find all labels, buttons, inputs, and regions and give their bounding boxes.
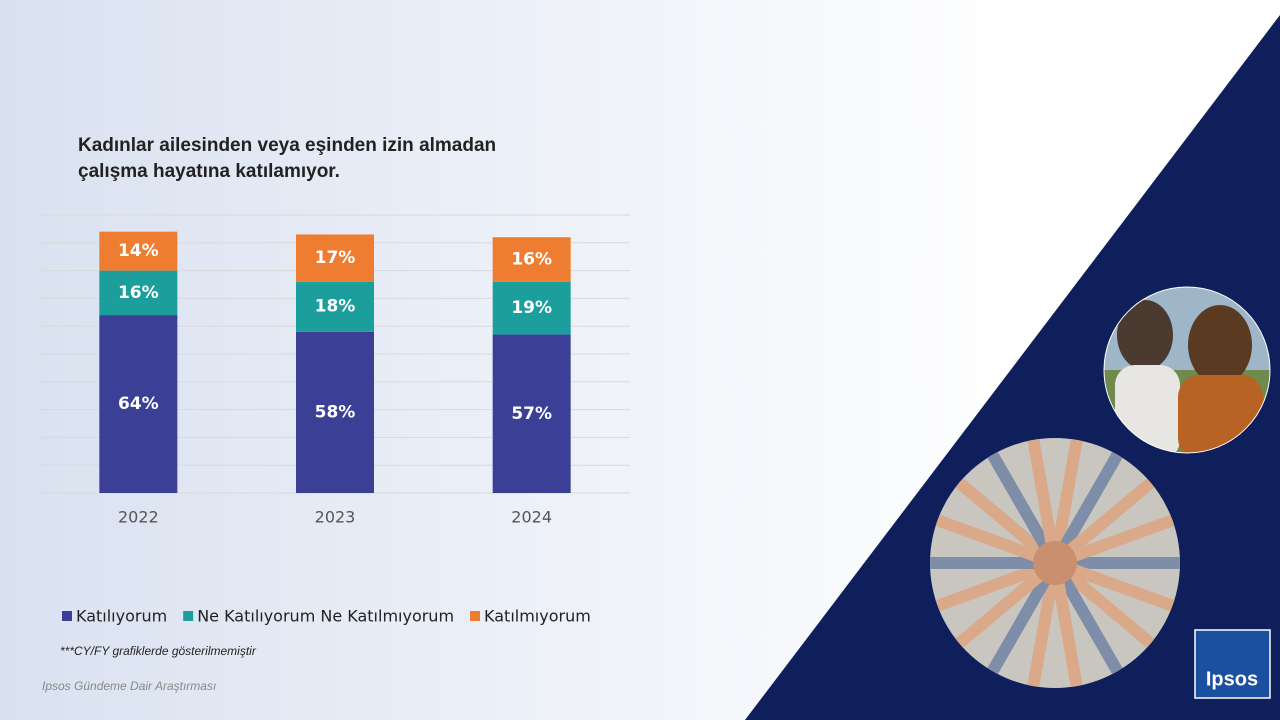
legend-label: Ne Katılıyorum Ne Katılmıyorum (197, 607, 454, 626)
bar-segment (296, 281, 374, 332)
bar-segment (99, 231, 178, 271)
legend-swatch (62, 611, 72, 621)
logo-box (1194, 629, 1271, 699)
bar-segment (492, 237, 571, 282)
x-tick-label: 2022 (118, 508, 159, 527)
value-label: 16% (118, 283, 159, 303)
value-label: 14% (118, 241, 159, 261)
value-label: 64% (118, 394, 159, 414)
value-label: 57% (511, 404, 552, 424)
x-tick-label: 2023 (315, 508, 356, 527)
logo: Ipsos (1206, 668, 1258, 690)
bar-segment (296, 331, 374, 493)
chart-title: Kadınlar ailesinden veya eşinden izin al… (78, 135, 496, 182)
bar-segment (296, 234, 374, 282)
photo-border (1103, 286, 1271, 454)
value-label: 17% (315, 248, 356, 268)
value-label: 16% (511, 249, 552, 269)
chart: 64% 16% 14% 2022 58% 18% 17% 2023 57% 19% 16% 2024 K… (40, 214, 630, 626)
x-tick-label: 2024 (511, 508, 552, 527)
legend-label: Katılmıyorum (484, 607, 591, 626)
value-label: 18% (315, 297, 356, 317)
legend-swatch (183, 611, 194, 621)
legend-label: Katılıyorum (76, 607, 167, 626)
bar-segment (492, 281, 571, 335)
footnote: ***CY/FY grafiklerde gösterilmemiştir (60, 644, 257, 658)
bar-segment (99, 315, 178, 493)
bar-segment (99, 270, 178, 316)
source: Ipsos Gündeme Dair Araştırması (42, 679, 216, 693)
value-label: 19% (511, 298, 552, 318)
bar-segment (492, 334, 571, 493)
value-label: 58% (315, 402, 356, 422)
photo-hands (930, 438, 1180, 688)
legend-swatch (470, 611, 481, 621)
